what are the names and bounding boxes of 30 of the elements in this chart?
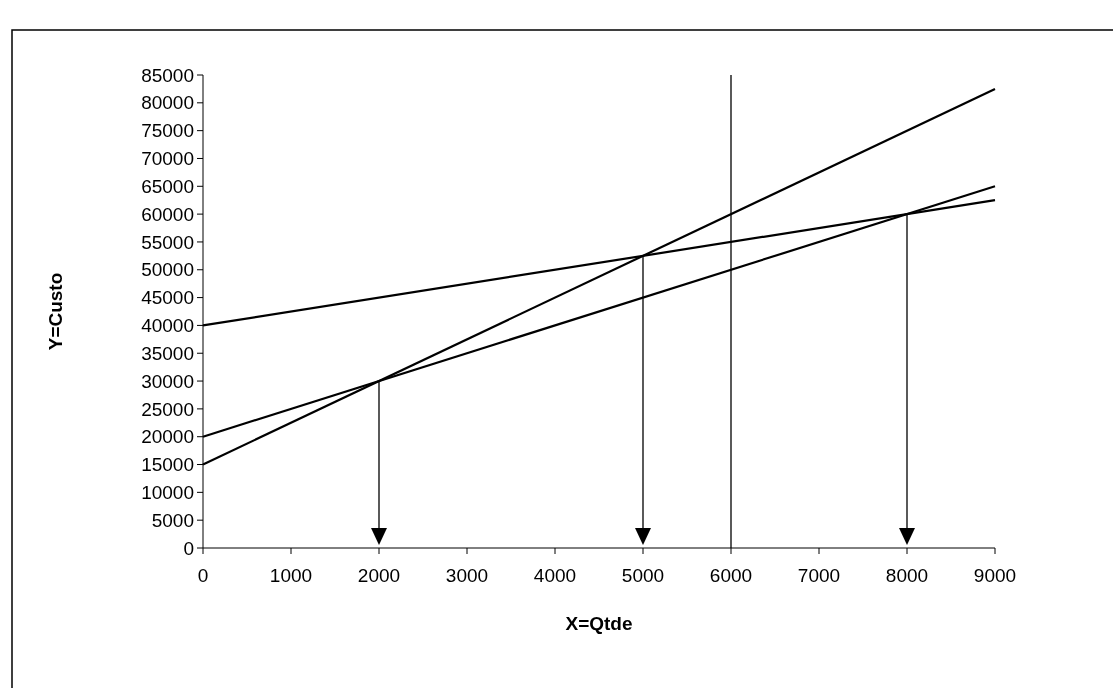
x-tick-label: 2000 (357, 565, 401, 586)
y-tick-label: 0 (183, 537, 194, 559)
y-tick-label: 75000 (141, 120, 194, 142)
y-tick-label: 5000 (151, 509, 194, 531)
y-tick-label: 65000 (141, 175, 194, 197)
x-tick-label: 9000 (973, 565, 1017, 586)
x-tick-label: 5000 (621, 565, 665, 586)
y-tick-label: 45000 (141, 287, 194, 309)
y-tick-label: 15000 (141, 454, 194, 476)
y-axis-title: Y=Custo (45, 272, 66, 351)
x-tick-label: 3000 (445, 565, 489, 586)
y-tick-label: 70000 (141, 148, 194, 170)
x-tick-label: 6000 (709, 565, 753, 586)
y-tick-label: 20000 (141, 426, 194, 448)
y-tick-label: 50000 (141, 259, 194, 281)
x-tick-label: 8000 (885, 565, 929, 586)
y-tick-label: 55000 (141, 231, 194, 253)
x-axis-title: X=Qtde (565, 613, 633, 634)
x-tick-label: 7000 (797, 565, 841, 586)
y-tick-label: 80000 (141, 92, 194, 114)
x-tick-label: 1000 (269, 565, 313, 586)
y-tick-label: 25000 (141, 398, 194, 420)
y-tick-label: 30000 (141, 370, 194, 392)
x-tick-label: 0 (197, 565, 209, 586)
y-tick-label: 35000 (141, 342, 194, 364)
x-tick-label: 4000 (533, 565, 577, 586)
y-tick-label: 85000 (141, 64, 194, 86)
y-tick-label: 10000 (141, 482, 194, 503)
y-tick-label: 40000 (141, 315, 194, 337)
y-tick-label: 60000 (141, 203, 194, 225)
